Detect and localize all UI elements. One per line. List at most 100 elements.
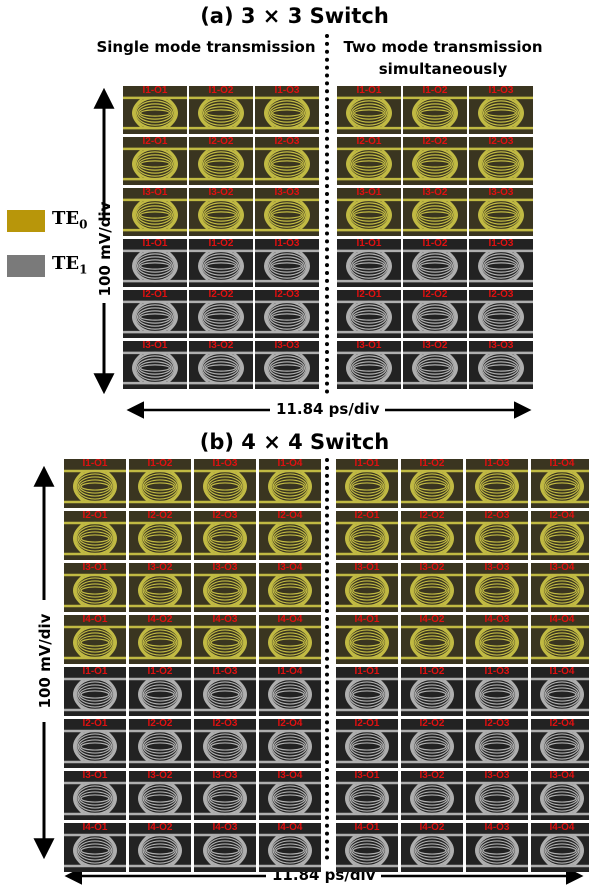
eye-diagram-i2-o2: I2-O2 [129, 719, 191, 768]
eye-diagram-i1-o3: I1-O3 [194, 667, 256, 716]
eye-diagram-i2-o1: I2-O1 [123, 137, 187, 185]
eye-diagram-i3-o2: I3-O2 [403, 341, 467, 389]
eye-label: I2-O2 [422, 290, 448, 300]
eye-label: I3-O4 [277, 771, 303, 781]
eye-diagram-i1-o3: I1-O3 [194, 459, 256, 508]
eye-label: I3-O2 [147, 563, 173, 573]
eye-label: I2-O4 [549, 719, 575, 729]
eye-label: I2-O3 [274, 137, 300, 147]
eye-diagram-i4-o1: I4-O1 [64, 615, 126, 664]
eye-label: I2-O2 [422, 137, 448, 147]
eye-label: I2-O1 [354, 719, 380, 729]
eye-label: I3-O1 [356, 188, 382, 198]
eye-diagram-i1-o1: I1-O1 [337, 239, 401, 287]
eye-label: I1-O2 [208, 86, 234, 96]
eye-diagram-i3-o2: I3-O2 [189, 341, 253, 389]
eye-diagram-i2-o2: I2-O2 [403, 137, 467, 185]
eye-diagram-i2-o1: I2-O1 [336, 511, 398, 560]
eye-diagram-i2-o1: I2-O1 [337, 137, 401, 185]
eye-label: I3-O1 [354, 771, 380, 781]
eye-label: I3-O3 [274, 341, 300, 351]
eye-diagram-i2-o4: I2-O4 [259, 511, 321, 560]
eye-diagram-i3-o2: I3-O2 [401, 771, 463, 820]
eye-diagram-i1-o2: I1-O2 [189, 239, 253, 287]
eye-diagram-i1-o1: I1-O1 [123, 239, 187, 287]
eye-label: I1-O2 [147, 459, 173, 469]
eye-label: I2-O2 [147, 719, 173, 729]
eye-label: I2-O2 [208, 290, 234, 300]
eye-label: I4-O4 [277, 615, 303, 625]
eye-label: I1-O3 [484, 667, 510, 677]
panel-a-x-axis-label: 11.84 ps/div [270, 400, 386, 418]
eye-label: I2-O4 [277, 511, 303, 521]
eye-diagram-i2-o1: I2-O1 [64, 719, 126, 768]
eye-label: I2-O3 [484, 511, 510, 521]
eye-label: I3-O3 [212, 771, 238, 781]
eye-label: I3-O3 [484, 563, 510, 573]
eye-label: I1-O1 [82, 459, 108, 469]
eye-label: I1-O2 [422, 86, 448, 96]
eye-diagram-i2-o2: I2-O2 [401, 719, 463, 768]
eye-diagram-i4-o4: I4-O4 [259, 823, 321, 872]
eye-diagram-i3-o3: I3-O3 [469, 341, 533, 389]
eye-label: I1-O4 [277, 667, 303, 677]
eye-diagram-i2-o3: I2-O3 [466, 511, 528, 560]
eye-diagram-i3-o1: I3-O1 [337, 341, 401, 389]
eye-diagram-i2-o2: I2-O2 [189, 137, 253, 185]
eye-diagram-i3-o1: I3-O1 [123, 341, 187, 389]
eye-label: I1-O1 [354, 459, 380, 469]
eye-diagram-i1-o4: I1-O4 [531, 667, 589, 716]
eye-label: I2-O2 [419, 511, 445, 521]
eye-label: I1-O4 [549, 459, 575, 469]
eye-diagram-i3-o1: I3-O1 [64, 771, 126, 820]
eye-diagram-i4-o2: I4-O2 [401, 615, 463, 664]
eye-diagram-i3-o1: I3-O1 [123, 188, 187, 236]
eye-diagram-i4-o3: I4-O3 [466, 823, 528, 872]
eye-diagram-i2-o4: I2-O4 [531, 511, 589, 560]
eye-label: I3-O3 [488, 341, 514, 351]
eye-diagram-i3-o1: I3-O1 [336, 771, 398, 820]
eye-diagram-i1-o1: I1-O1 [337, 86, 401, 134]
eye-diagram-i3-o1: I3-O1 [336, 563, 398, 612]
eye-label: I1-O3 [488, 239, 514, 249]
eye-diagram-i3-o2: I3-O2 [189, 188, 253, 236]
eye-diagram-i2-o2: I2-O2 [403, 290, 467, 338]
eye-label: I3-O1 [354, 563, 380, 573]
panel-a-y-axis-label: 100 mV/div [96, 201, 114, 297]
eye-label: I3-O3 [212, 563, 238, 573]
eye-label: I3-O1 [356, 341, 382, 351]
eye-label: I1-O1 [142, 239, 168, 249]
eye-diagram-i2-o3: I2-O3 [194, 511, 256, 560]
eye-label: I1-O1 [356, 86, 382, 96]
eye-label: I4-O4 [549, 823, 575, 833]
eye-diagram-i1-o3: I1-O3 [466, 667, 528, 716]
eye-label: I4-O2 [419, 823, 445, 833]
eye-diagram-i2-o3: I2-O3 [469, 290, 533, 338]
eye-diagram-i3-o2: I3-O2 [403, 188, 467, 236]
eye-diagram-i2-o2: I2-O2 [129, 511, 191, 560]
eye-label: I1-O3 [488, 86, 514, 96]
panel-b-divider [325, 458, 329, 860]
eye-label: I2-O1 [354, 511, 380, 521]
eye-label: I2-O3 [484, 719, 510, 729]
eye-diagram-i2-o3: I2-O3 [255, 137, 319, 185]
eye-diagram-i4-o1: I4-O1 [64, 823, 126, 872]
eye-label: I2-O3 [212, 511, 238, 521]
panel-a-title: (a) 3 × 3 Switch [200, 4, 389, 28]
eye-label: I4-O3 [212, 615, 238, 625]
eye-diagram-i1-o4: I1-O4 [259, 459, 321, 508]
eye-diagram-i3-o4: I3-O4 [531, 563, 589, 612]
eye-label: I4-O4 [277, 823, 303, 833]
eye-diagram-i1-o2: I1-O2 [401, 667, 463, 716]
eye-diagram-i1-o4: I1-O4 [259, 667, 321, 716]
eye-label: I3-O1 [142, 188, 168, 198]
eye-label: I3-O4 [549, 563, 575, 573]
eye-label: I2-O4 [549, 511, 575, 521]
eye-diagram-i4-o2: I4-O2 [401, 823, 463, 872]
eye-label: I4-O3 [484, 823, 510, 833]
eye-diagram-i4-o4: I4-O4 [259, 615, 321, 664]
eye-diagram-i2-o4: I2-O4 [531, 719, 589, 768]
eye-diagram-i3-o3: I3-O3 [469, 188, 533, 236]
eye-diagram-i2-o3: I2-O3 [194, 719, 256, 768]
eye-diagram-i3-o4: I3-O4 [259, 563, 321, 612]
